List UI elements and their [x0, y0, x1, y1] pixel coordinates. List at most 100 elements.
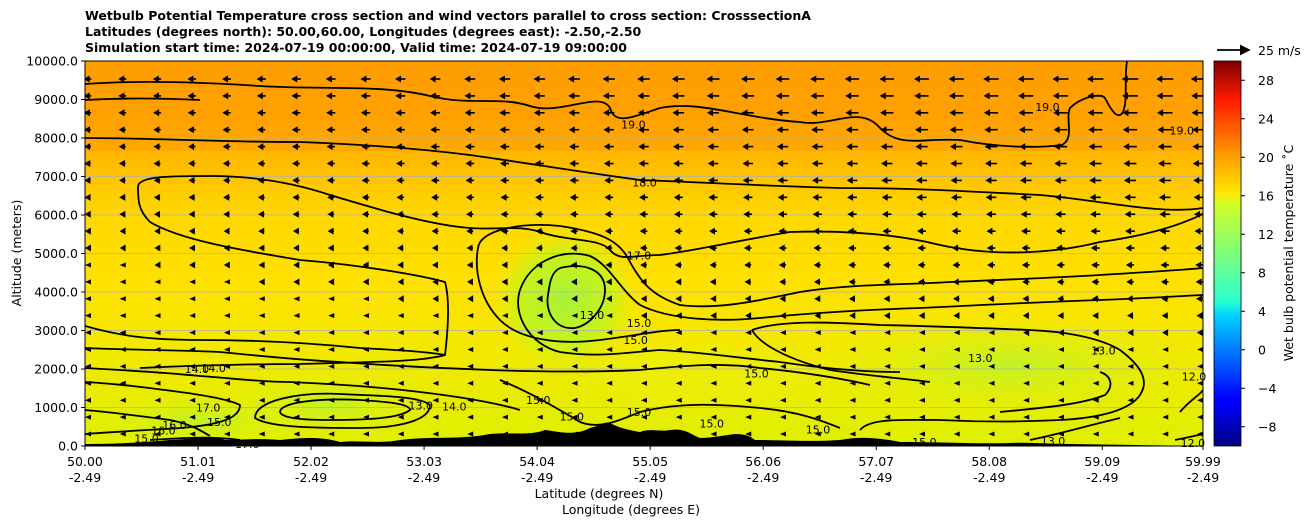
wind-vector	[119, 296, 126, 302]
wind-vector	[919, 414, 925, 420]
wind-vector	[187, 126, 196, 134]
wind-vector	[154, 380, 161, 386]
wind-vector	[812, 210, 822, 218]
wind-vector	[914, 109, 929, 117]
wind-vector	[536, 431, 543, 437]
wind-vector	[432, 431, 439, 437]
wind-vector	[603, 160, 614, 168]
wind-vector	[1191, 109, 1203, 117]
contour-label: 15.0	[627, 406, 652, 419]
wind-vector	[606, 313, 613, 319]
wind-vector	[708, 210, 718, 218]
wind-vector	[118, 75, 127, 83]
wind-vector	[360, 109, 371, 117]
contour-label: 15.0	[560, 410, 585, 423]
colorbar-tick-label: 28	[1258, 73, 1274, 88]
wind-vector	[328, 431, 335, 437]
contour-lines	[85, 61, 1203, 441]
x-tick-label-lon: -2.49	[1187, 470, 1219, 485]
wind-vector	[85, 210, 91, 218]
wind-vector	[1162, 397, 1169, 403]
wind-vector	[499, 143, 510, 151]
wind-vector	[950, 143, 963, 151]
wind-vector	[847, 227, 857, 235]
wind-vector	[742, 176, 753, 184]
wind-vector	[293, 330, 300, 336]
wind-vector	[953, 397, 960, 403]
wind-vector	[501, 295, 508, 303]
wind-vector	[1196, 312, 1203, 320]
wind-vector	[1023, 329, 1030, 337]
wind-vector	[988, 380, 995, 386]
wind-vector	[535, 227, 543, 235]
wind-vector	[326, 92, 336, 100]
wind-vector	[1057, 295, 1064, 303]
wind-vector	[536, 363, 543, 369]
wind-vector	[745, 363, 752, 369]
wind-vector	[780, 330, 786, 336]
wind-vector	[397, 330, 404, 336]
wind-vector	[1126, 295, 1134, 303]
contour-labels: 19.0 19.0 19.0 18.0 17.0 13.0 15.0 15.0 15.0 15.0…	[134, 101, 1206, 451]
wind-vector	[224, 431, 230, 437]
wind-vector	[813, 244, 822, 252]
wind-vector	[187, 92, 196, 100]
wind-vector	[293, 363, 300, 369]
wind-vector	[882, 210, 892, 218]
wind-vector	[1092, 312, 1099, 320]
wind-vector	[85, 160, 91, 168]
wind-vector	[119, 210, 126, 218]
wind-vector	[778, 210, 787, 218]
wind-vector	[570, 261, 578, 269]
wind-vector	[811, 126, 824, 134]
wind-vector	[154, 313, 161, 319]
wind-vector	[1055, 210, 1066, 218]
wind-vector	[1162, 380, 1169, 386]
wind-vector	[501, 261, 508, 269]
wind-vector	[258, 244, 265, 252]
wind-vector	[119, 397, 126, 403]
wind-vector	[811, 160, 823, 168]
contour-17-left	[137, 185, 449, 369]
wind-vector	[952, 261, 961, 269]
wind-vector	[85, 193, 91, 201]
wind-vector	[1197, 431, 1203, 437]
wind-vector	[188, 176, 196, 184]
wind-vector	[1055, 227, 1066, 235]
wind-vector	[780, 380, 786, 386]
wind-vector	[1020, 193, 1032, 201]
wind-vector	[744, 261, 752, 269]
wind-vector	[153, 193, 161, 201]
colorbar-tick-label: −8	[1258, 419, 1276, 434]
wind-vector	[1092, 414, 1099, 420]
wind-vector	[1089, 193, 1101, 201]
wind-vector	[1124, 193, 1136, 201]
contour-label: 13.0	[580, 309, 605, 322]
wind-vector	[328, 278, 335, 286]
wind-vector	[1092, 397, 1099, 403]
wind-vector	[292, 160, 300, 168]
wind-vector	[363, 296, 369, 302]
wind-vector	[431, 210, 439, 218]
wind-vector	[257, 193, 265, 201]
wind-vector	[919, 346, 925, 352]
wind-vector	[606, 363, 613, 369]
wind-vector	[949, 109, 964, 117]
wind-vector	[568, 109, 580, 117]
wind-vector	[949, 126, 963, 134]
wind-vector	[1157, 109, 1173, 117]
wind-vector	[536, 414, 543, 420]
wind-vector	[1090, 227, 1101, 235]
wind-vector	[1123, 176, 1137, 184]
wind-vector	[603, 109, 615, 117]
wind-vector	[948, 75, 964, 83]
wind-vector	[397, 278, 404, 286]
wind-vector	[397, 261, 404, 269]
wind-vector	[152, 92, 162, 100]
x-tick-label-lon: -2.49	[973, 470, 1005, 485]
wind-vector	[948, 92, 964, 100]
wind-vector	[119, 244, 126, 252]
contour-14-low	[254, 392, 431, 429]
contour-16-bot	[85, 409, 211, 437]
